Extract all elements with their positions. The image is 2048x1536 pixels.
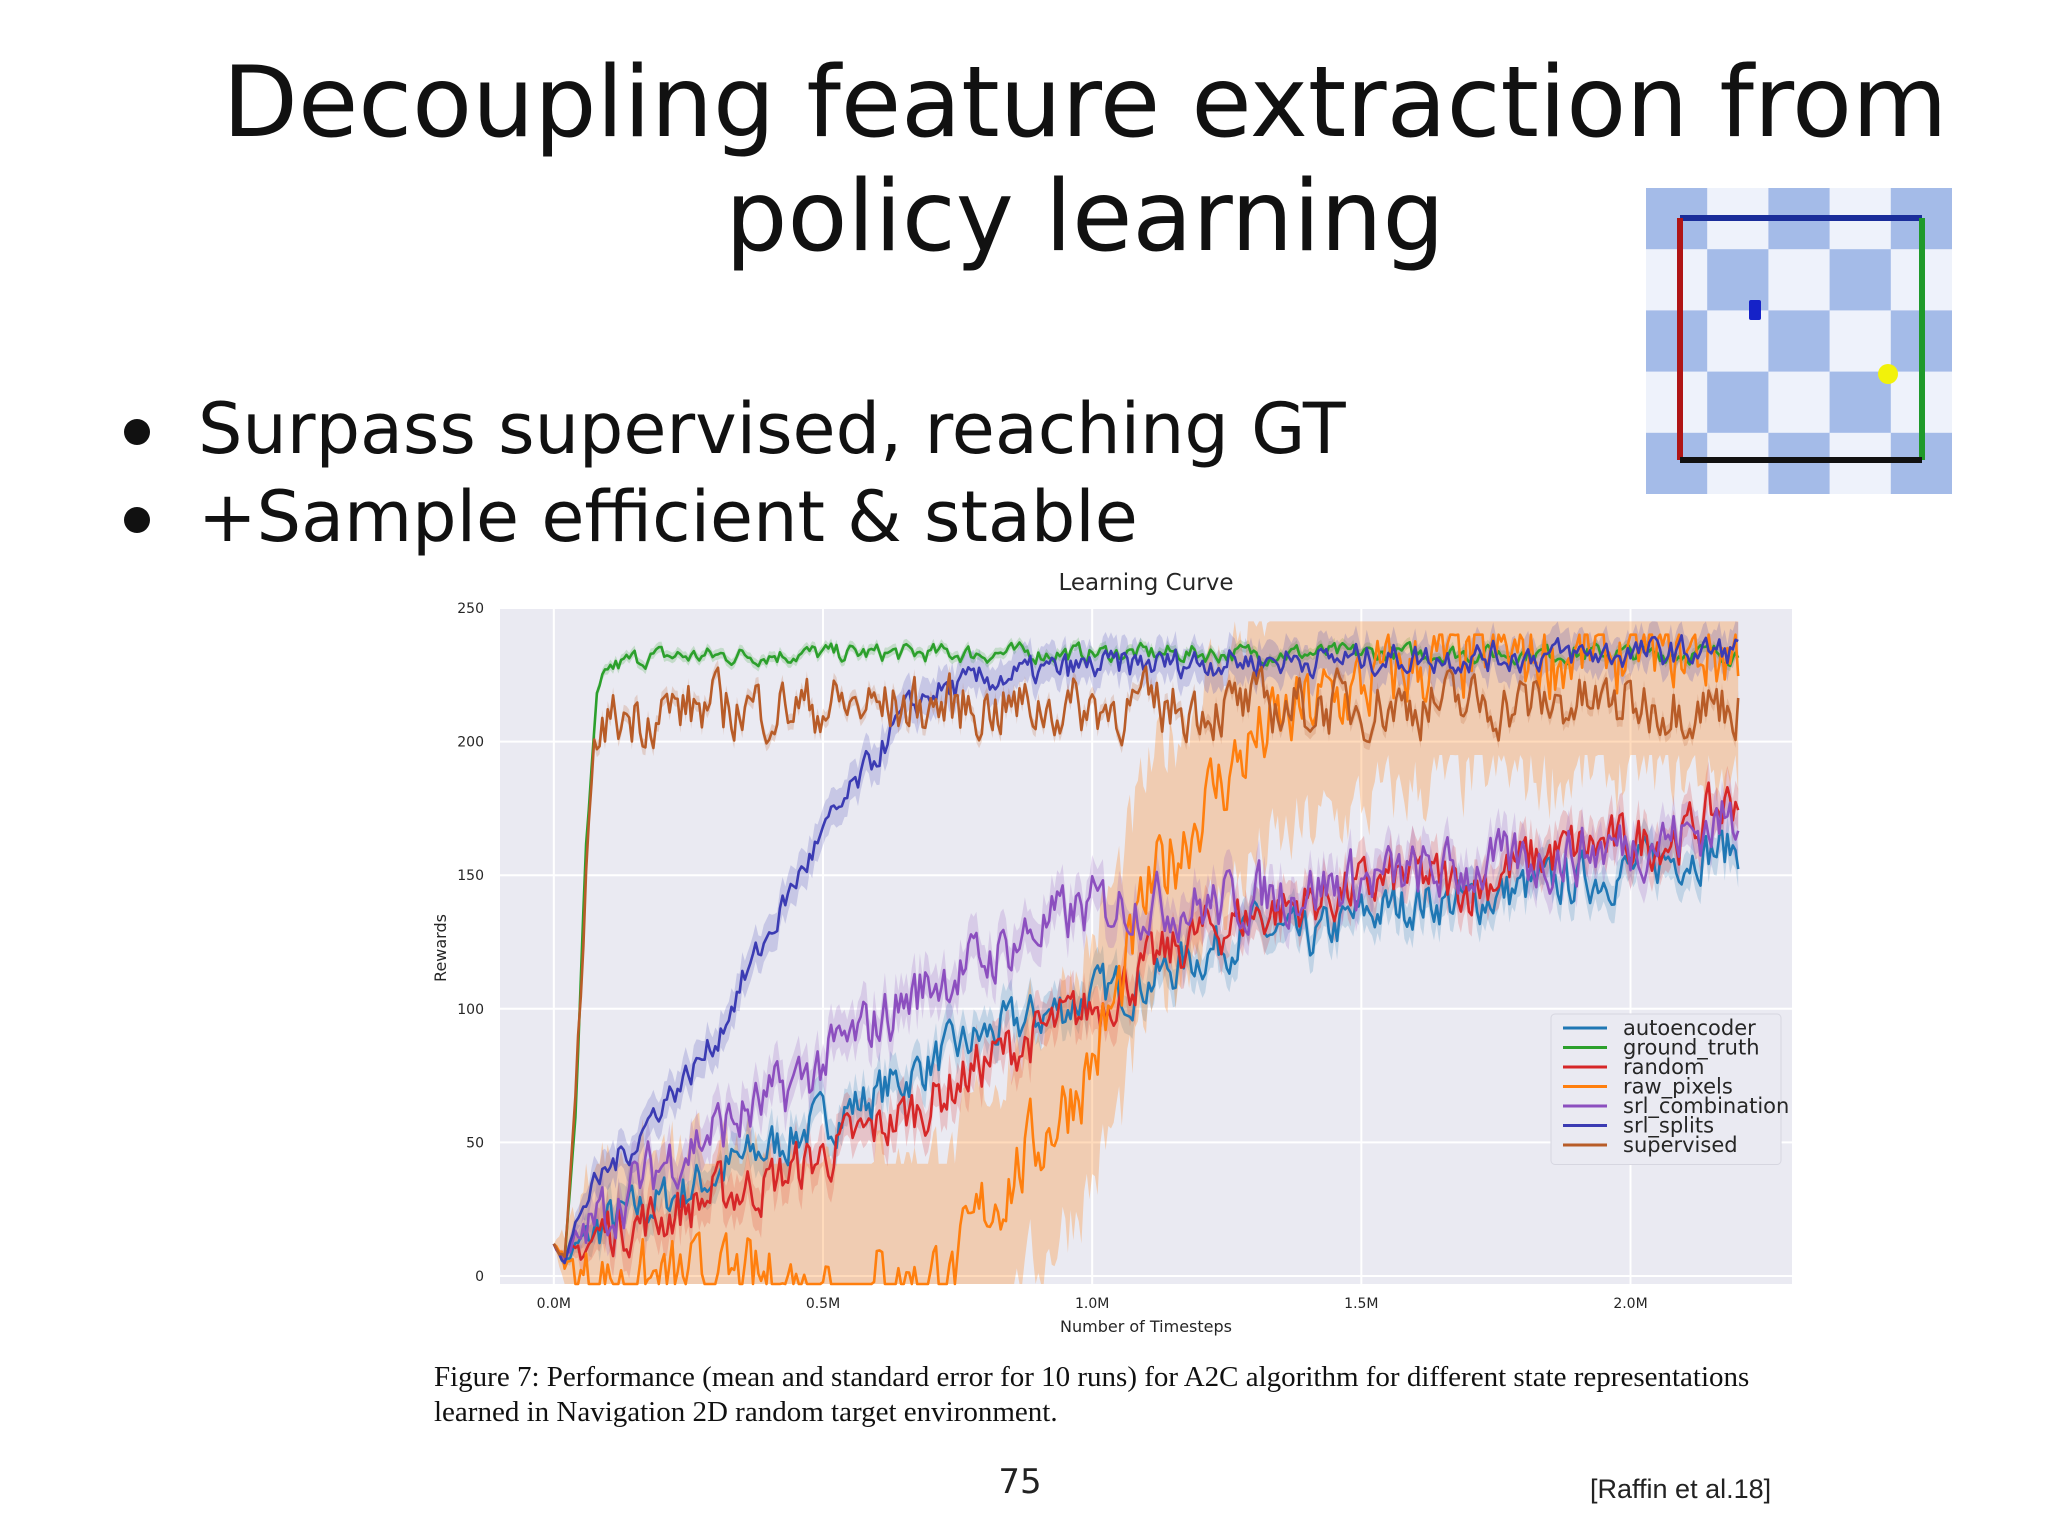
floor-tile bbox=[1768, 310, 1831, 373]
y-tick-label: 100 bbox=[457, 1002, 484, 1018]
legend-label: autoencoder bbox=[1623, 1016, 1756, 1040]
series-line-srl_splits bbox=[552, 634, 1739, 1265]
series-lines bbox=[552, 633, 1740, 1286]
tick-labels: 0.0M 0.5M 1.0M 1.5M 2.0M 0 50 100 150 200 250 bbox=[457, 601, 1647, 1312]
y-tick-label: 0 bbox=[475, 1269, 484, 1285]
floor-tile bbox=[1646, 371, 1708, 434]
floor-tile bbox=[1646, 310, 1708, 373]
figure-caption: Figure 7: Performance (mean and standard… bbox=[434, 1361, 1750, 1428]
navigation-environment-thumbnail bbox=[1646, 188, 1952, 494]
series-line-srl_combination bbox=[552, 800, 1740, 1260]
y-tick-label: 200 bbox=[457, 735, 484, 751]
legend-label: random bbox=[1623, 1055, 1704, 1079]
floor-tile bbox=[1707, 371, 1769, 434]
bullet-item: +Sample efficient & stable bbox=[118, 473, 1346, 561]
x-tick-label: 1.5M bbox=[1344, 1296, 1378, 1312]
bullet-dot bbox=[124, 507, 150, 533]
x-tick-label: 2.0M bbox=[1613, 1296, 1647, 1312]
legend-label: supervised bbox=[1623, 1133, 1738, 1157]
citation: [Raffin et al.18] bbox=[1590, 1474, 1772, 1504]
legend-label: ground_truth bbox=[1623, 1036, 1760, 1061]
slide-title: Decoupling feature extraction from polic… bbox=[222, 46, 1948, 274]
x-tick-label: 0.5M bbox=[806, 1296, 840, 1312]
floor-tile bbox=[1829, 249, 1892, 311]
series-line-ground_truth bbox=[552, 641, 1740, 1263]
checkerboard-floor bbox=[1646, 188, 1952, 494]
y-tick-label: 50 bbox=[466, 1135, 484, 1151]
floor-tile bbox=[1768, 371, 1831, 434]
robot-agent-icon bbox=[1749, 300, 1761, 320]
floor-tile bbox=[1768, 249, 1831, 311]
y-tick-label: 250 bbox=[457, 601, 484, 617]
floor-tile bbox=[1707, 310, 1769, 373]
bullet-text: +Sample efficient & stable bbox=[198, 476, 1138, 558]
x-tick-label: 0.0M bbox=[537, 1296, 571, 1312]
error-band-raw_pixels bbox=[553, 621, 1739, 1284]
legend: autoencoderground_truthrandomraw_pixelss… bbox=[1550, 1013, 1789, 1165]
x-axis-label: Number of Timesteps bbox=[1060, 1317, 1232, 1336]
page-number: 75 bbox=[998, 1462, 1042, 1502]
bullet-list: Surpass supervised, reaching GT +Sample … bbox=[118, 385, 1346, 561]
legend-label: srl_combination bbox=[1623, 1094, 1789, 1119]
grid bbox=[500, 607, 1792, 1284]
learning-curve-chart: 0.0M 0.5M 1.0M 1.5M 2.0M 0 50 100 150 200 250 Lear… bbox=[431, 570, 1792, 1336]
y-axis-label: Rewards bbox=[431, 914, 450, 982]
target-dot bbox=[1878, 364, 1898, 384]
error-band-random bbox=[553, 761, 1739, 1279]
bullet-dot bbox=[124, 419, 150, 445]
floor-tile bbox=[1829, 432, 1892, 494]
floor-tile bbox=[1829, 371, 1892, 434]
bullet-text: Surpass supervised, reaching GT bbox=[198, 388, 1346, 470]
series-line-random bbox=[552, 781, 1740, 1261]
floor-tile bbox=[1646, 432, 1708, 494]
chart-title: Learning Curve bbox=[1058, 570, 1233, 596]
y-tick-label: 150 bbox=[457, 868, 484, 884]
legend-box bbox=[1550, 1013, 1782, 1165]
bullet-item: Surpass supervised, reaching GT bbox=[118, 385, 1346, 473]
floor-tile bbox=[1707, 432, 1769, 494]
legend-label: srl_splits bbox=[1623, 1114, 1714, 1139]
series-line-supervised bbox=[552, 665, 1740, 1259]
floor-tile bbox=[1646, 249, 1708, 311]
floor-tile bbox=[1768, 432, 1831, 494]
floor-tile bbox=[1829, 310, 1892, 373]
x-tick-label: 1.0M bbox=[1075, 1296, 1109, 1312]
series-line-raw_pixels bbox=[552, 633, 1740, 1286]
legend-label: raw_pixels bbox=[1623, 1075, 1733, 1100]
